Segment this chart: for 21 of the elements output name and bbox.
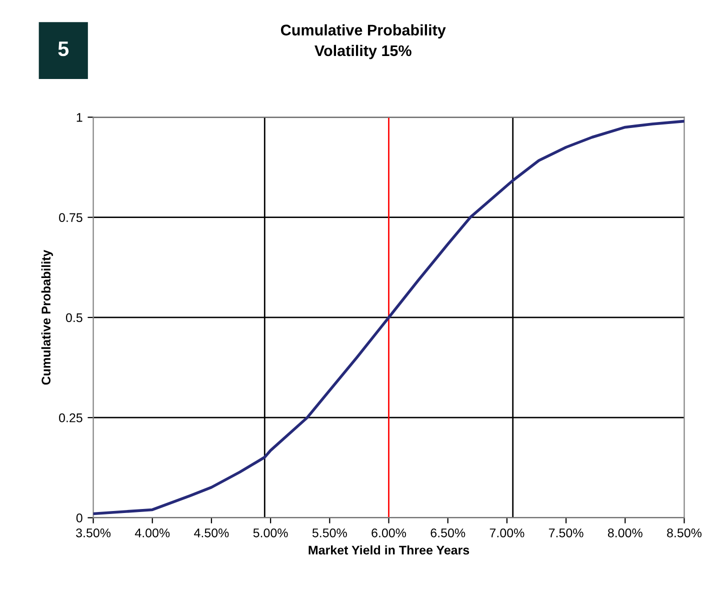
y-tick-label: 0 (76, 514, 82, 522)
x-tick-label: 5.50% (312, 528, 347, 538)
x-tick-label: 5.00% (253, 528, 288, 538)
x-tick-label: 7.00% (490, 528, 524, 538)
y-tick-label: 0.5 (66, 313, 82, 322)
text: 5 (58, 42, 69, 56)
y-tick-label: 0.25 (59, 413, 82, 422)
y-tick-label: 1 (76, 113, 82, 122)
y-axis-title: Cumulative Probability (41, 250, 53, 385)
x-tick-label: 7.50% (548, 528, 584, 538)
chart-title: Cumulative Probability (280, 24, 446, 39)
chart-subtitle: Volatility 15% (314, 44, 412, 60)
y-tick-label: 0.75 (59, 213, 82, 222)
x-tick-label: 8.00% (608, 528, 642, 538)
x-tick-label: 4.50% (194, 528, 229, 538)
x-tick-label: 3.50% (76, 528, 111, 538)
x-tick-label: 6.00% (372, 528, 406, 538)
x-tick-label: 4.00% (134, 528, 170, 538)
x-tick-label: 8.50% (667, 528, 702, 538)
x-axis-title: Market Yield in Three Years (308, 545, 470, 555)
x-tick-label: 6.50% (430, 528, 466, 538)
